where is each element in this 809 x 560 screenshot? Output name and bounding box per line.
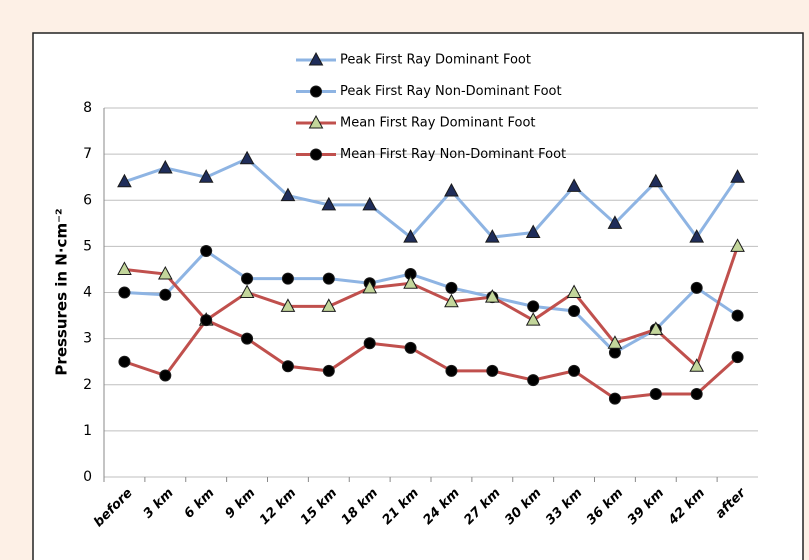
point <box>689 229 705 243</box>
point <box>159 288 172 301</box>
point <box>731 351 744 364</box>
point <box>280 298 296 312</box>
point <box>321 196 337 211</box>
y-tick-label: 0 <box>83 469 92 485</box>
legend-label: Peak First Ray Non-Dominant Foot <box>340 84 562 99</box>
point <box>648 321 664 335</box>
point <box>281 272 294 285</box>
y-tick-label: 6 <box>83 192 92 208</box>
point <box>608 392 621 405</box>
point <box>568 364 581 377</box>
point <box>486 364 499 377</box>
point <box>159 369 172 382</box>
point <box>566 178 582 192</box>
point <box>525 224 541 239</box>
point <box>118 355 131 368</box>
legend-marker <box>310 148 322 161</box>
point <box>239 284 255 298</box>
point <box>157 159 173 174</box>
point <box>403 275 418 289</box>
point <box>281 360 294 373</box>
legend-label: Mean First Ray Non-Dominant Foot <box>340 147 566 162</box>
point <box>730 169 745 183</box>
point <box>690 281 703 294</box>
y-tick-label: 8 <box>83 100 92 116</box>
legend-marker <box>308 114 324 129</box>
point <box>444 182 459 197</box>
point <box>241 272 254 285</box>
series-line <box>123 318 739 401</box>
point <box>484 229 500 243</box>
point <box>484 289 500 303</box>
y-axis-label: Pressures in N·cm⁻² <box>53 208 71 375</box>
series-line <box>124 245 739 369</box>
legend-label: Peak First Ray Dominant Foot <box>340 53 531 68</box>
point <box>117 173 132 188</box>
point <box>445 281 458 294</box>
point <box>731 309 744 322</box>
legend-label: Mean First Ray Dominant Foot <box>340 116 536 131</box>
point <box>404 341 417 354</box>
point <box>280 187 296 202</box>
point <box>568 304 581 317</box>
point <box>689 358 705 372</box>
point <box>200 314 213 327</box>
y-tick-label: 1 <box>83 423 92 439</box>
point <box>117 261 132 275</box>
point <box>322 272 335 285</box>
point <box>607 335 623 349</box>
point <box>444 293 459 308</box>
point <box>566 284 582 298</box>
series-line <box>123 156 739 240</box>
point <box>118 286 131 299</box>
point <box>607 215 623 229</box>
y-tick-label: 5 <box>83 238 92 254</box>
point <box>690 387 703 400</box>
y-tick-label: 7 <box>83 146 92 162</box>
point <box>200 244 213 257</box>
point <box>157 266 173 280</box>
point <box>362 196 378 211</box>
point <box>321 298 337 312</box>
point <box>403 229 418 243</box>
point <box>730 238 745 252</box>
point <box>363 337 376 350</box>
series-line <box>124 249 739 355</box>
point <box>241 332 254 345</box>
point <box>445 364 458 377</box>
point <box>362 279 378 294</box>
point <box>322 364 335 377</box>
point <box>527 374 540 387</box>
point <box>525 312 541 326</box>
point <box>527 300 540 313</box>
y-tick-label: 3 <box>83 331 92 347</box>
legend-marker <box>310 85 322 98</box>
y-tick-label: 2 <box>83 377 92 393</box>
y-tick-label: 4 <box>83 285 92 301</box>
point <box>648 173 664 188</box>
point <box>649 387 662 400</box>
point <box>198 169 214 183</box>
legend-marker <box>308 51 324 66</box>
point <box>239 150 255 165</box>
